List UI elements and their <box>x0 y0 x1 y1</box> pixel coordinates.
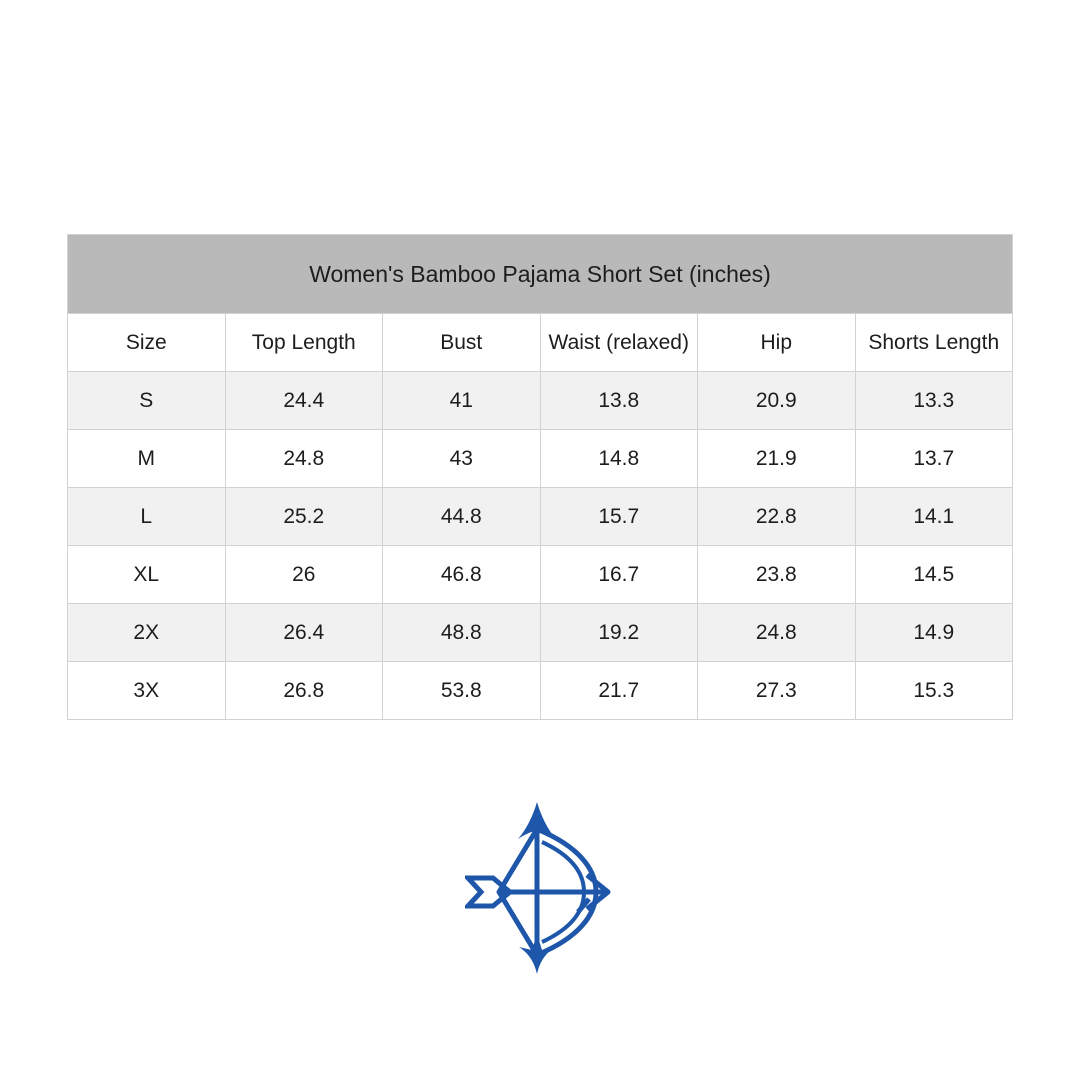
table-cell: 16.7 <box>539 545 698 604</box>
table-cell: 20.9 <box>697 371 856 430</box>
column-header-hip: Hip <box>697 313 856 372</box>
table-cell: 23.8 <box>697 545 856 604</box>
table-cell: 14.8 <box>539 429 698 488</box>
table-cell: 13.3 <box>854 371 1013 430</box>
column-header-top-length: Top Length <box>224 313 383 372</box>
table-cell: 26 <box>224 545 383 604</box>
table-cell: 24.8 <box>224 429 383 488</box>
table-cell: 13.8 <box>539 371 698 430</box>
table-cell: 24.8 <box>697 603 856 662</box>
table-row-l: L 25.2 44.8 15.7 22.8 14.1 <box>67 487 1013 546</box>
column-header-row: Size Top Length Bust Waist (relaxed) Hip… <box>67 313 1013 372</box>
table-row-3x: 3X 26.8 53.8 21.7 27.3 15.3 <box>67 661 1013 720</box>
size-label: XL <box>67 545 226 604</box>
table-cell: 53.8 <box>382 661 541 720</box>
bow-and-arrow-icon <box>462 802 611 974</box>
table-cell: 48.8 <box>382 603 541 662</box>
size-label: S <box>67 371 226 430</box>
table-row-m: M 24.8 43 14.8 21.9 13.7 <box>67 429 1013 488</box>
table-cell: 25.2 <box>224 487 383 546</box>
size-label: L <box>67 487 226 546</box>
table-cell: 14.5 <box>854 545 1013 604</box>
column-header-waist: Waist (relaxed) <box>539 313 698 372</box>
size-chart-table: Women's Bamboo Pajama Short Set (inches)… <box>67 234 1013 720</box>
brand-logo <box>462 802 615 977</box>
table-cell: 13.7 <box>854 429 1013 488</box>
column-header-bust: Bust <box>382 313 541 372</box>
title-row: Women's Bamboo Pajama Short Set (inches) <box>67 234 1013 314</box>
table-cell: 27.3 <box>697 661 856 720</box>
table-cell: 22.8 <box>697 487 856 546</box>
table-row-xl: XL 26 46.8 16.7 23.8 14.5 <box>67 545 1013 604</box>
table-cell: 26.4 <box>224 603 383 662</box>
table-cell: 14.9 <box>854 603 1013 662</box>
table-cell: 19.2 <box>539 603 698 662</box>
size-label: M <box>67 429 226 488</box>
table-cell: 21.7 <box>539 661 698 720</box>
table-cell: 43 <box>382 429 541 488</box>
table-row-s: S 24.4 41 13.8 20.9 13.3 <box>67 371 1013 430</box>
size-label: 3X <box>67 661 226 720</box>
table-row-2x: 2X 26.4 48.8 19.2 24.8 14.9 <box>67 603 1013 662</box>
table-cell: 24.4 <box>224 371 383 430</box>
column-header-shorts-length: Shorts Length <box>854 313 1013 372</box>
table-cell: 41 <box>382 371 541 430</box>
column-header-size: Size <box>67 313 226 372</box>
page-title: Women's Bamboo Pajama Short Set (inches) <box>67 234 1013 314</box>
table-cell: 26.8 <box>224 661 383 720</box>
size-label: 2X <box>67 603 226 662</box>
table-cell: 21.9 <box>697 429 856 488</box>
table-cell: 44.8 <box>382 487 541 546</box>
table-cell: 14.1 <box>854 487 1013 546</box>
table-cell: 46.8 <box>382 545 541 604</box>
table-cell: 15.3 <box>854 661 1013 720</box>
table-cell: 15.7 <box>539 487 698 546</box>
